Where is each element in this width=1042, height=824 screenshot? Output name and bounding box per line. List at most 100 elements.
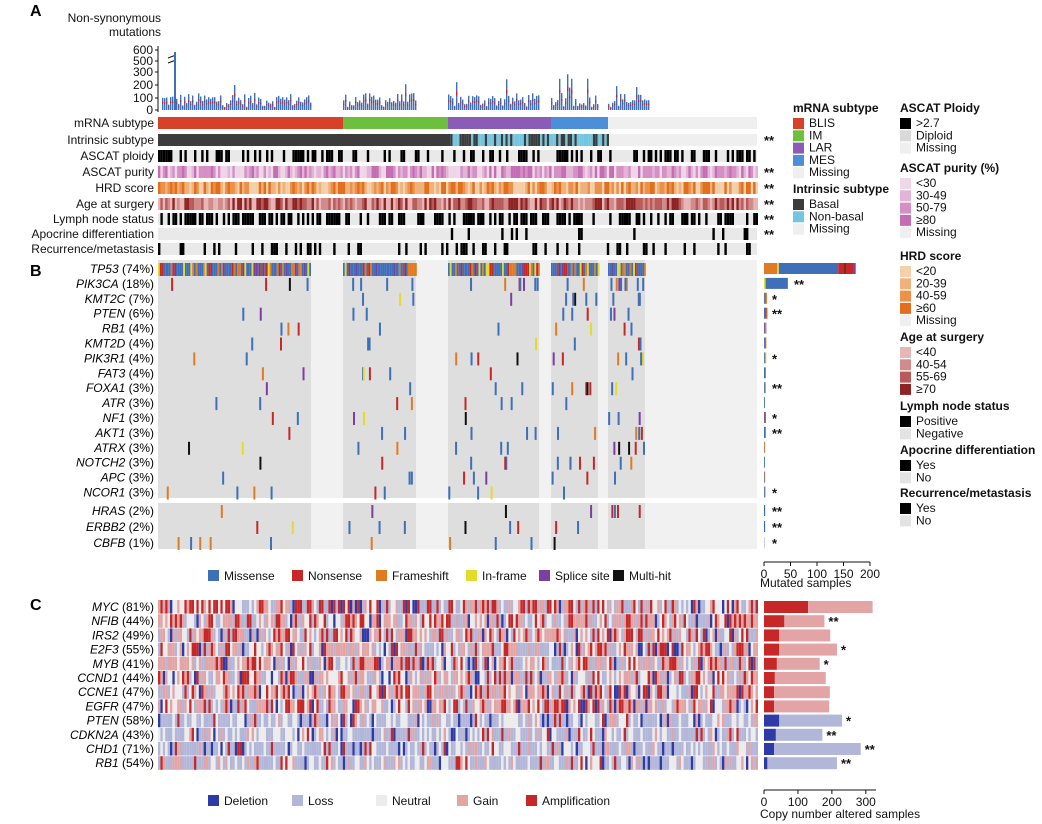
cna-cell bbox=[714, 699, 718, 713]
track-cell bbox=[256, 198, 259, 210]
track-cell bbox=[297, 198, 300, 210]
cna-cell bbox=[225, 628, 228, 642]
cna-cell bbox=[227, 671, 230, 685]
cna-cell bbox=[182, 713, 185, 728]
cna-cell bbox=[218, 600, 221, 614]
track-cell bbox=[208, 166, 211, 178]
mutation-mark bbox=[361, 263, 363, 276]
cna-cell bbox=[429, 713, 432, 728]
cna-cell bbox=[534, 713, 538, 728]
cna-cell bbox=[671, 600, 674, 614]
cna-cell bbox=[702, 642, 706, 657]
mutation-mark bbox=[631, 263, 634, 276]
track-cell bbox=[453, 150, 456, 162]
mutation-mark bbox=[565, 292, 568, 306]
intrinsic-cell bbox=[477, 134, 481, 146]
track-cell bbox=[302, 213, 305, 225]
cna-cell bbox=[206, 727, 209, 742]
mutation-mark bbox=[460, 263, 463, 276]
mutation-mark bbox=[637, 337, 640, 351]
mutation-count-bar-segment bbox=[274, 107, 276, 109]
cna-cell bbox=[196, 685, 199, 699]
intrinsic-cell bbox=[464, 134, 467, 146]
mutation-count-bar bbox=[413, 93, 415, 110]
cna-cell bbox=[688, 642, 691, 657]
cna-cell bbox=[266, 699, 269, 713]
cna-cell bbox=[501, 685, 504, 699]
mutated-samples-bar bbox=[764, 292, 765, 304]
cna-cell bbox=[618, 685, 622, 699]
cna-cell bbox=[366, 742, 370, 756]
track-cell bbox=[705, 182, 708, 194]
mutation-count-bar-segment bbox=[409, 99, 411, 102]
cna-cell bbox=[719, 713, 722, 728]
mutation-mark bbox=[190, 537, 193, 550]
cna-cell bbox=[573, 713, 576, 728]
legend-recurrence-item: Yes bbox=[916, 501, 936, 515]
cna-cell bbox=[446, 742, 449, 756]
cna-cell bbox=[690, 656, 694, 671]
track-cell bbox=[604, 198, 607, 210]
mutation-count-bar bbox=[551, 97, 553, 110]
cna-cell bbox=[746, 656, 749, 671]
track-cell bbox=[707, 198, 710, 210]
cna-cell bbox=[170, 642, 173, 657]
track-cell bbox=[626, 166, 629, 178]
cna-cell bbox=[184, 671, 187, 685]
intrinsic-cell bbox=[498, 134, 501, 146]
cna-cell bbox=[321, 628, 324, 642]
mutation-legend-swatch bbox=[292, 570, 303, 581]
cna-cell bbox=[194, 656, 197, 671]
track-cell bbox=[474, 166, 478, 178]
mutation-count-bar-segment bbox=[166, 101, 168, 104]
cna-cell bbox=[417, 699, 420, 713]
cna-cell bbox=[582, 614, 586, 628]
cna-cell bbox=[702, 656, 706, 671]
cna-cell bbox=[628, 713, 631, 728]
track-cell bbox=[220, 198, 223, 210]
mutation-legend-label: Missense bbox=[224, 569, 275, 583]
cna-cell bbox=[741, 614, 744, 628]
cna-cell bbox=[642, 713, 646, 728]
track-cell bbox=[390, 166, 394, 178]
mutation-count-bar bbox=[616, 86, 618, 110]
track-cell bbox=[306, 182, 310, 194]
cna-cell bbox=[597, 656, 600, 671]
cna-cell bbox=[501, 699, 504, 713]
track-cell bbox=[333, 166, 336, 178]
cna-cell bbox=[506, 727, 509, 742]
cna-cell bbox=[659, 614, 662, 628]
track-cell bbox=[347, 198, 350, 210]
cna-cell bbox=[520, 742, 523, 756]
cna-cell bbox=[503, 699, 506, 713]
cna-cell bbox=[616, 600, 619, 614]
cna-cell bbox=[398, 614, 401, 628]
cna-cell bbox=[174, 713, 178, 728]
cna-cell bbox=[654, 742, 658, 756]
cna-cell bbox=[340, 642, 343, 657]
cna-cell bbox=[316, 727, 319, 742]
track-cell bbox=[426, 166, 430, 178]
track-cell bbox=[609, 213, 612, 225]
cna-cell bbox=[710, 628, 713, 642]
track-cell bbox=[702, 198, 706, 210]
mutation-mark bbox=[176, 263, 178, 276]
track-cell bbox=[741, 182, 744, 194]
cna-cell bbox=[390, 628, 394, 642]
track-cell bbox=[719, 213, 722, 225]
track-cell bbox=[693, 166, 696, 178]
track-cell bbox=[652, 182, 655, 194]
track-cell bbox=[254, 198, 257, 210]
cna-cell bbox=[364, 628, 367, 642]
track-cell bbox=[347, 243, 350, 255]
track-cell bbox=[282, 166, 286, 178]
cna-cell bbox=[407, 699, 410, 713]
cna-cell bbox=[582, 713, 586, 728]
track-cell bbox=[609, 198, 612, 210]
cna-cell bbox=[664, 671, 667, 685]
cna-cell bbox=[182, 742, 185, 756]
panel-label-a: A bbox=[30, 3, 42, 20]
cna-cell bbox=[294, 628, 298, 642]
track-cell bbox=[683, 213, 686, 225]
track-cell bbox=[532, 150, 535, 162]
